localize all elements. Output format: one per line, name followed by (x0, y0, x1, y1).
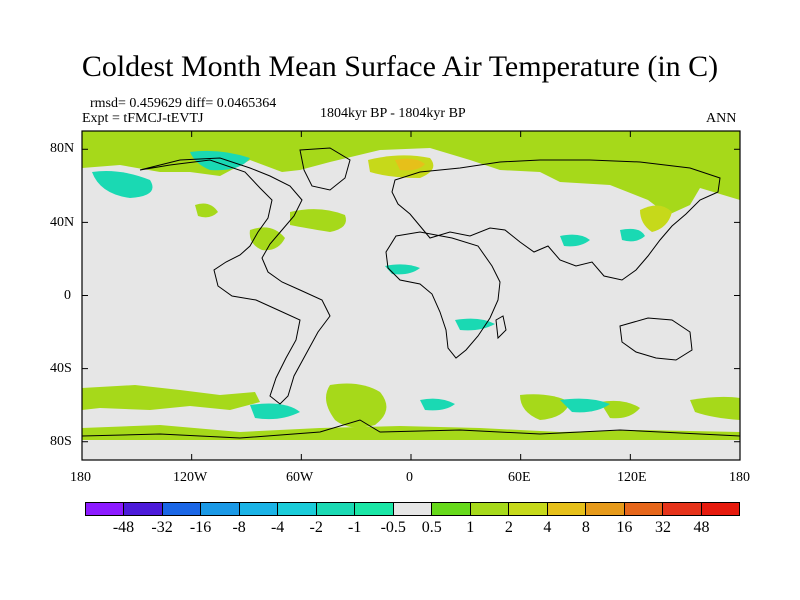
y-tick-label: 80S (50, 434, 72, 449)
colorbar-label: -8 (232, 519, 246, 536)
colorbar-label: -48 (112, 519, 135, 536)
season-label: ANN (706, 111, 737, 126)
colorbar-swatch (278, 503, 317, 515)
colorbar-swatch (355, 503, 394, 515)
colorbar-swatch (586, 503, 625, 515)
colorbar-swatch (509, 503, 548, 515)
x-tick-label: 120E (617, 470, 647, 485)
colorbar-swatch (124, 503, 163, 515)
experiment-label: Expt = tFMCJ-tEVTJ (82, 111, 204, 126)
colorbar-swatch (162, 503, 202, 515)
y-tick-label: 40N (50, 215, 75, 230)
positive-anomaly-regions (82, 131, 740, 440)
colorbar-label: -32 (151, 519, 173, 536)
colorbar-label: -2 (309, 519, 323, 536)
x-tick-label: 60W (286, 470, 314, 485)
colorbar-label: -0.5 (380, 519, 406, 536)
colorbar-label: -4 (270, 519, 285, 536)
colorbar-label: 32 (654, 519, 671, 536)
colorbar-swatch (624, 503, 664, 515)
colorbar-swatch (470, 503, 510, 515)
coastlines (81, 147, 741, 439)
colorbar-swatch (663, 503, 702, 515)
colorbar-swatch (239, 503, 279, 515)
y-tick-label: 80N (50, 141, 75, 156)
colorbar (85, 502, 740, 516)
warm-anomaly-core (395, 158, 425, 171)
colorbar-swatch (432, 503, 471, 515)
colorbar-swatch (701, 503, 739, 515)
negative-anomaly-regions (92, 150, 645, 420)
stats-label: rmsd= 0.459629 diff= 0.0465364 (90, 96, 277, 111)
colorbar-label: 4 (543, 519, 552, 536)
colorbar-swatch (316, 503, 356, 515)
colorbar-label: 48 (693, 519, 710, 536)
colorbar-label: 2 (504, 519, 513, 536)
colorbar-swatch (86, 503, 125, 515)
colorbar-swatch (393, 503, 433, 515)
colorbar-label: 16 (616, 519, 633, 536)
map-title: Coldest Month Mean Surface Air Temperatu… (81, 50, 719, 83)
y-tick-label: 0 (64, 288, 71, 303)
period-label: 1804kyr BP - 1804kyr BP (320, 106, 466, 121)
x-tick-label: 120W (173, 470, 208, 485)
colorbar-label: 0.5 (421, 519, 442, 536)
x-tick-label: 180 (70, 470, 91, 485)
colorbar-label: -16 (189, 519, 212, 536)
x-tick-label: 180 (729, 470, 750, 485)
colorbar-label: 8 (581, 519, 590, 536)
x-tick-label: 0 (406, 470, 413, 485)
colorbar-label: 1 (466, 519, 475, 536)
colorbar-swatch (547, 503, 587, 515)
y-tick-label: 40S (50, 361, 72, 376)
x-tick-label: 60E (508, 470, 531, 485)
colorbar-label: -1 (348, 519, 362, 536)
colorbar-swatch (201, 503, 240, 515)
